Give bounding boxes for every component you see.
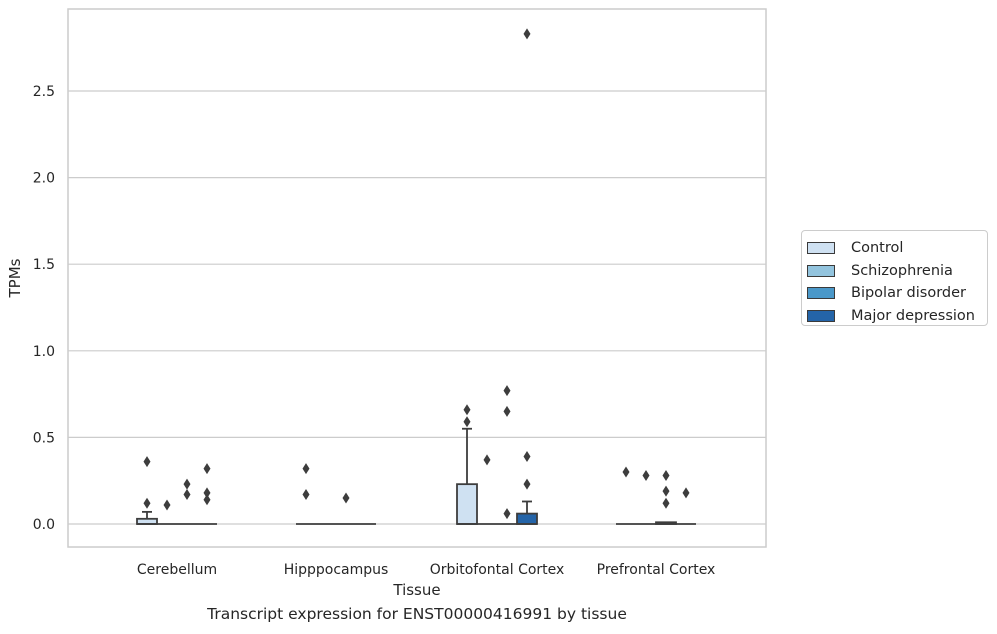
outlier-point xyxy=(682,487,690,499)
outlier-point xyxy=(622,466,630,478)
box-0-1 xyxy=(157,499,177,525)
x-axis-title: Tissue xyxy=(392,581,440,599)
legend-swatch xyxy=(807,309,835,322)
legend-label: Major depression xyxy=(851,307,975,324)
outlier-point xyxy=(203,494,211,506)
outlier-point xyxy=(662,497,670,509)
y-tick-label: 1.0 xyxy=(33,344,55,360)
outlier-point xyxy=(302,489,310,501)
box-2-3 xyxy=(516,28,538,525)
x-tick-label: Hipppocampus xyxy=(284,562,389,578)
legend: Control Schizophrenia Bipolar disorder Majo… xyxy=(801,230,988,326)
outlier-point xyxy=(143,497,151,509)
x-tick-label: Orbitofontal Cortex xyxy=(430,562,565,578)
grid-lines xyxy=(68,90,766,525)
legend-label: Schizophrenia xyxy=(851,262,953,279)
plot-area-frame xyxy=(67,8,767,548)
legend-item: Schizophrenia xyxy=(807,260,987,283)
y-tick-label: 0.5 xyxy=(33,430,55,446)
box xyxy=(456,483,478,525)
outlier-point xyxy=(503,385,511,397)
box-0-2 xyxy=(177,478,197,525)
box xyxy=(516,512,538,525)
outlier-point xyxy=(302,463,310,475)
y-axis-title: TPMs xyxy=(6,258,24,298)
outlier-point xyxy=(662,485,670,497)
outlier-point xyxy=(183,478,191,490)
legend-label: Control xyxy=(851,240,904,257)
box-0-3 xyxy=(197,463,217,525)
outlier-point xyxy=(203,463,211,475)
box-3-3 xyxy=(676,487,696,525)
x-tick-label: Prefrontal Cortex xyxy=(597,562,716,578)
box-3-0 xyxy=(616,466,636,525)
outlier-point xyxy=(523,28,531,40)
outlier-point xyxy=(163,499,171,511)
legend-item: Major depression xyxy=(807,305,987,328)
outlier-point xyxy=(523,478,531,490)
x-tick-label: Cerebellum xyxy=(137,562,217,578)
legend-swatch xyxy=(807,264,835,277)
y-tick-label: 0.0 xyxy=(33,517,55,533)
outlier-point xyxy=(503,405,511,417)
legend-item: Control xyxy=(807,237,987,260)
y-axis-ticks: 0.0 0.5 1.0 1.5 2.0 2.5 xyxy=(33,84,55,533)
outlier-point xyxy=(483,454,491,466)
legend-swatch xyxy=(807,287,835,300)
outlier-point xyxy=(463,416,471,428)
outlier-point xyxy=(463,404,471,416)
outlier-point xyxy=(523,450,531,462)
y-tick-label: 2.0 xyxy=(33,171,55,187)
box-2-2 xyxy=(497,385,517,525)
box-0-0 xyxy=(136,456,158,525)
outlier-point xyxy=(183,489,191,501)
chart-caption: Transcript expression for ENST0000041699… xyxy=(207,605,627,623)
outlier-point xyxy=(642,470,650,482)
box-2-1 xyxy=(477,454,497,525)
x-axis-ticks: Cerebellum Hipppocampus Orbitofontal Corte… xyxy=(137,562,715,578)
box-2-0 xyxy=(456,404,478,525)
box-1-2 xyxy=(336,492,356,525)
box-plots xyxy=(136,28,696,525)
y-tick-label: 1.5 xyxy=(33,257,55,273)
outlier-point xyxy=(662,470,670,482)
legend-item: Bipolar disorder xyxy=(807,282,987,305)
y-tick-label: 2.5 xyxy=(33,84,55,100)
box-3-2 xyxy=(655,470,677,525)
legend-label: Bipolar disorder xyxy=(851,285,966,302)
box-1-0 xyxy=(296,463,316,525)
outlier-point xyxy=(203,487,211,499)
outlier-point xyxy=(342,492,350,504)
outlier-point xyxy=(503,508,511,520)
outlier-point xyxy=(143,456,151,468)
legend-swatch xyxy=(807,242,835,255)
box-3-1 xyxy=(636,470,656,525)
